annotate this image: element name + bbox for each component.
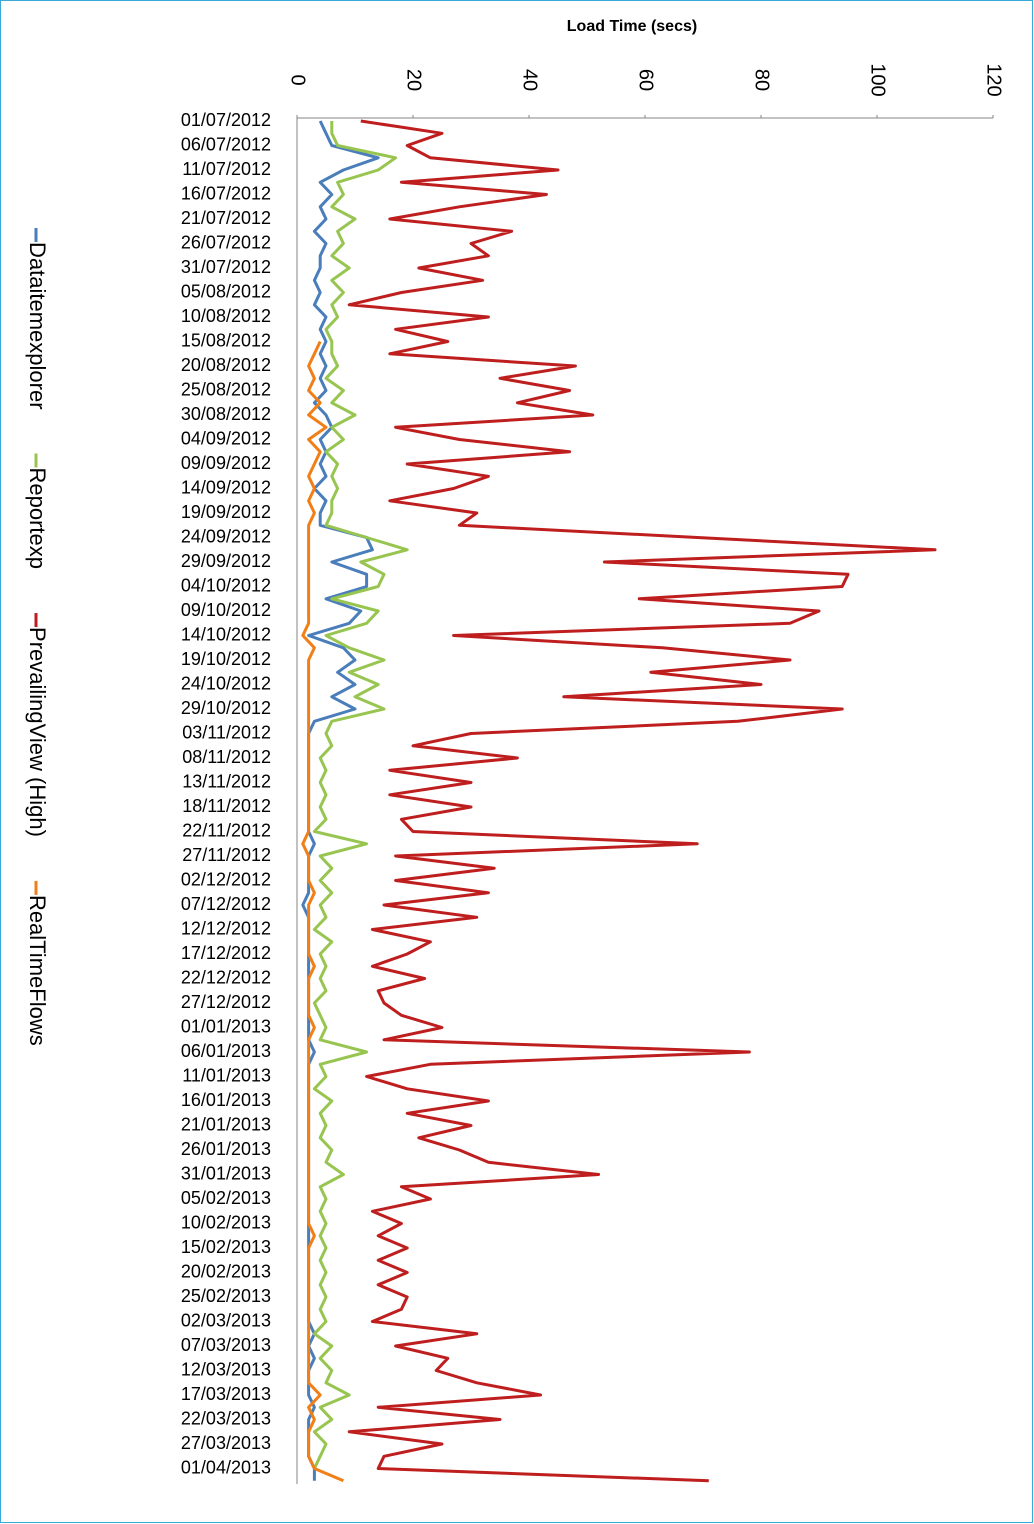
x-tick-label: 18/11/2012 [182,796,271,816]
x-tick-label: 27/12/2012 [181,992,271,1012]
x-tick-label: 15/02/2013 [181,1237,271,1257]
x-tick-label: 09/09/2012 [181,453,271,473]
legend-label: Reportexp [25,468,50,570]
x-tick-label: 09/10/2012 [181,600,271,620]
x-tick-label: 29/09/2012 [181,551,271,571]
y-tick-label: 40 [519,69,541,91]
y-tick-label: 80 [751,69,773,91]
x-tick-label: 21/01/2013 [181,1114,271,1134]
legend: Dataitemexplorer Reportexp PrevailingView … [25,228,50,1046]
x-tick-label: 19/09/2012 [181,502,271,522]
legend-label: RealTimeFlows [25,895,50,1046]
x-tick-label: 15/08/2012 [181,330,271,350]
x-tick-label: 04/10/2012 [181,575,271,595]
x-tick-label: 01/04/2013 [181,1457,271,1477]
x-tick-label: 07/12/2012 [181,894,271,914]
y-tick-label: 100 [867,63,889,96]
x-tick-label: 11/07/2012 [182,159,271,179]
chart-title: Load Time (secs) [567,18,697,35]
x-tick-label: 25/02/2013 [181,1286,271,1306]
x-tick-label: 14/09/2012 [181,477,271,497]
x-tick-label: 31/07/2012 [181,257,271,277]
x-tick-label: 24/09/2012 [181,526,271,546]
x-tick-label: 22/11/2012 [182,820,271,840]
x-tick-label: 12/12/2012 [181,918,271,938]
x-tick-label: 31/01/2013 [181,1163,271,1183]
x-tick-label: 22/03/2013 [181,1408,271,1428]
series-line [312,121,409,1470]
x-tick-label: 16/07/2012 [181,183,271,203]
x-tick-label: 16/01/2013 [181,1090,271,1110]
x-tick-label: 02/03/2013 [181,1310,271,1330]
series-line [347,119,937,1483]
x-tick-label: 03/11/2012 [182,722,271,742]
x-tick-label: 10/02/2013 [181,1212,271,1232]
legend-label: PrevailingView (High) [25,627,50,837]
legend-label: Dataitemexplorer [25,242,50,410]
x-tick-label: 14/10/2012 [181,624,271,644]
x-tick-label: 19/10/2012 [181,649,271,669]
x-tick-label: 05/02/2013 [181,1188,271,1208]
x-tick-label: 13/11/2012 [182,771,271,791]
y-tick-label: 0 [287,74,309,85]
x-tick-label: 29/10/2012 [181,698,271,718]
x-tick-label: 10/08/2012 [181,306,271,326]
y-tick-label: 120 [983,63,1005,96]
x-tick-label: 06/01/2013 [181,1041,271,1061]
x-tick-label: 02/12/2012 [181,869,271,889]
x-tick-label: 27/03/2013 [181,1433,271,1453]
x-tick-label: 27/11/2012 [182,845,271,865]
x-tick-label: 20/02/2013 [181,1261,271,1281]
x-tick-label: 06/07/2012 [181,134,271,154]
x-tick-label: 17/12/2012 [181,943,271,963]
series-line [301,340,344,1483]
y-tick-label: 20 [403,69,425,91]
x-tick-label: 25/08/2012 [181,379,271,399]
y-tick-label: 60 [635,69,657,91]
x-tick-label: 24/10/2012 [181,673,271,693]
x-tick-label: 08/11/2012 [182,747,271,767]
x-tick-label: 17/03/2013 [181,1384,271,1404]
x-tick-label: 26/07/2012 [181,232,271,252]
x-tick-label: 05/08/2012 [181,281,271,301]
x-tick-label: 30/08/2012 [181,404,271,424]
x-tick-label: 07/03/2013 [181,1335,271,1355]
x-tick-label: 26/01/2013 [181,1139,271,1159]
x-tick-label: 12/03/2013 [181,1359,271,1379]
x-tick-label: 21/07/2012 [181,208,271,228]
x-tick-label: 01/07/2012 [181,110,271,130]
x-tick-label: 20/08/2012 [181,355,271,375]
x-tick-label: 04/09/2012 [181,428,271,448]
x-tick-label: 11/01/2013 [182,1065,271,1085]
x-tick-label: 01/01/2013 [181,1016,271,1036]
x-tick-label: 22/12/2012 [181,967,271,987]
